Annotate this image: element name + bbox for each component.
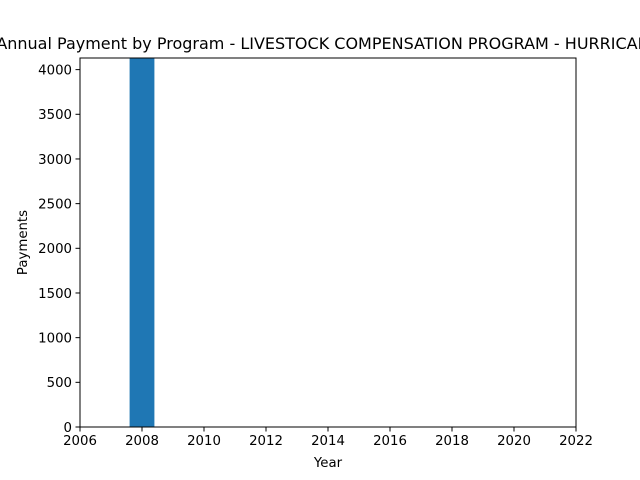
x-tick-label: 2008 <box>125 434 159 449</box>
x-tick-label: 2022 <box>559 434 593 449</box>
y-tick-label: 500 <box>47 376 72 391</box>
y-tick-label: 1000 <box>38 331 72 346</box>
y-tick-label: 3500 <box>38 108 72 123</box>
x-tick-label: 2010 <box>187 434 221 449</box>
y-tick-label: 3000 <box>38 153 72 168</box>
bar-2008 <box>129 58 155 427</box>
x-tick-label: 2006 <box>63 434 97 449</box>
chart-title: Annual Payment by Program - LIVESTOCK CO… <box>0 34 640 53</box>
y-tick-label: 2500 <box>38 197 72 212</box>
y-tick-label: 2000 <box>38 242 72 257</box>
y-tick-label: 1500 <box>38 287 72 302</box>
x-tick-label: 2012 <box>249 434 283 449</box>
x-tick-label: 2016 <box>373 434 407 449</box>
x-tick-label: 2018 <box>435 434 469 449</box>
y-axis-label: Payments <box>16 210 31 275</box>
x-axis-ticks: 2006 2008 2010 2012 2014 2016 2018 2020 2022 <box>63 427 593 449</box>
x-tick-label: 2020 <box>497 434 531 449</box>
y-tick-label: 4000 <box>38 63 72 78</box>
x-tick-label: 2014 <box>311 434 345 449</box>
x-axis-label: Year <box>313 456 343 471</box>
bars-layer <box>129 58 155 427</box>
y-tick-label: 0 <box>64 421 72 436</box>
y-axis-ticks: 0 500 1000 1500 2000 2500 3000 3500 4000 <box>38 63 80 436</box>
